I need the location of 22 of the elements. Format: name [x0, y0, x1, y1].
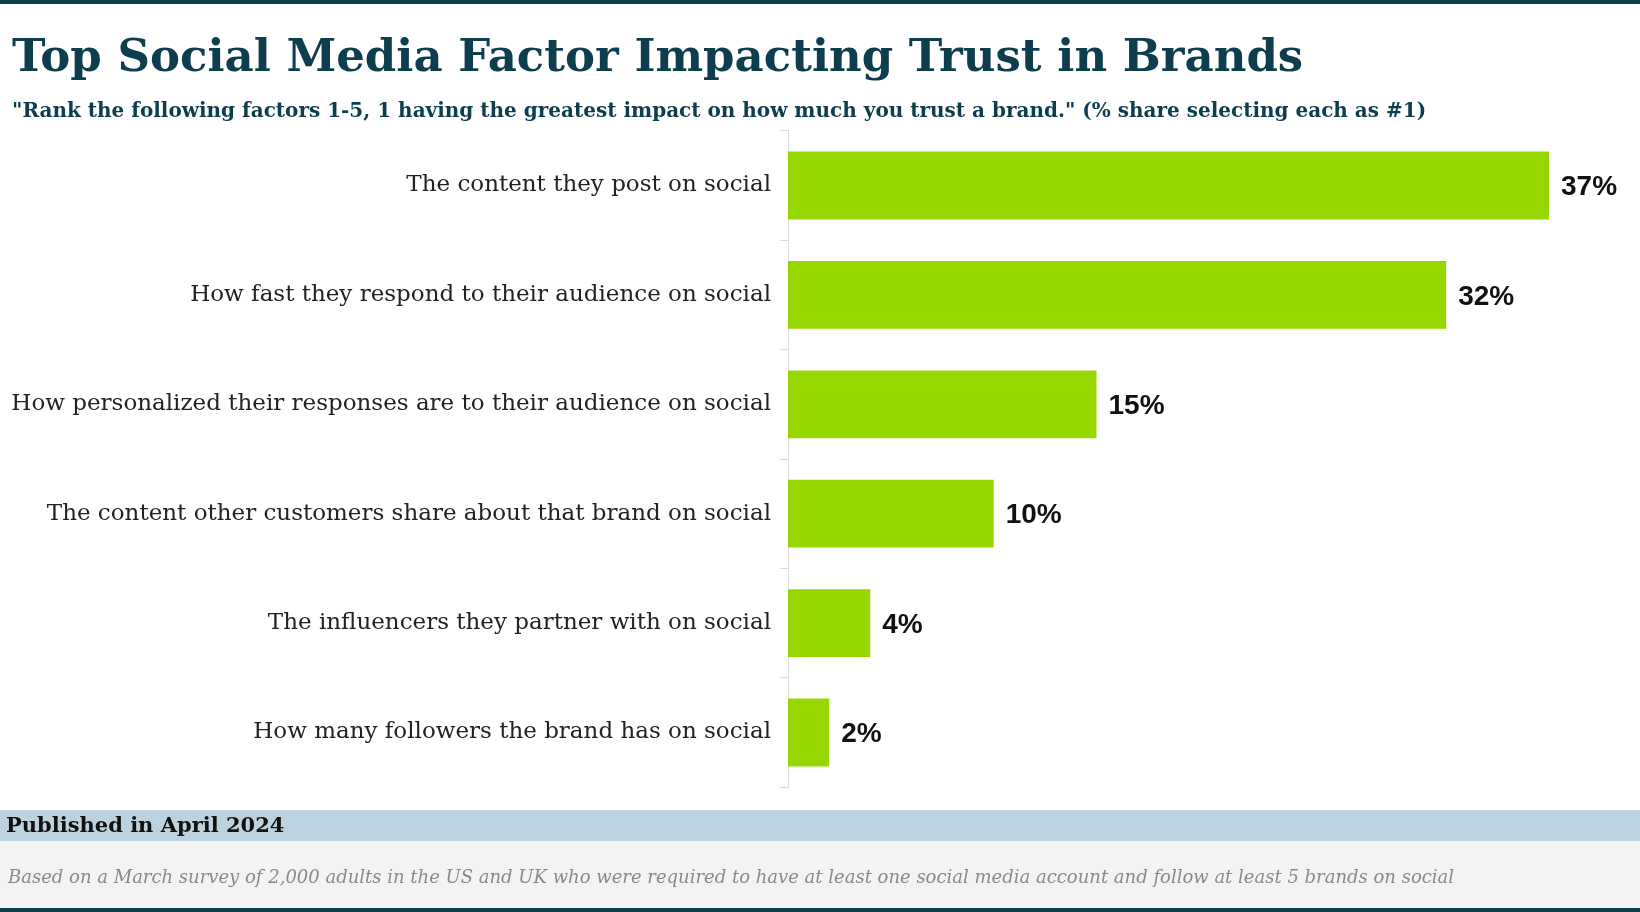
chart-subtitle: "Rank the following factors 1-5, 1 having the greatest impact on how much you trust a brand." (% share selecting each as #1): [12, 97, 1427, 123]
data-label: 2%: [841, 717, 882, 749]
y-tick-label: The content they post on social: [406, 170, 771, 197]
bar: [788, 260, 1447, 329]
bar: [788, 698, 830, 767]
data-label: 37%: [1561, 170, 1618, 202]
bar: [788, 479, 994, 548]
text: Based on a March survey of 2,000 adults in the US and UK who were required to have at least one social media account and follow at least 5 brands on social: [8, 865, 1455, 889]
data-label: 32%: [1458, 279, 1515, 311]
data-label: 4%: [882, 607, 923, 639]
text: Published in April 2024: [6, 812, 285, 838]
data-label: 15%: [1108, 389, 1165, 421]
y-tick-label: How fast they respond to their audience on social: [190, 279, 771, 306]
chart-title: Top Social Media Factor Impacting Trust in Brands: [12, 28, 1304, 84]
bar: [788, 151, 1549, 220]
data-label: 10%: [1005, 498, 1062, 530]
bar: [788, 589, 871, 658]
y-tick-label: How personalized their responses are to their audience on social: [11, 389, 771, 416]
y-tick-label: How many followers the brand has on social: [253, 717, 771, 744]
bar: [788, 370, 1097, 439]
y-tick-label: The influencers they partner with on social: [267, 608, 771, 635]
y-tick-label: The content other customers share about that brand on social: [46, 498, 771, 525]
